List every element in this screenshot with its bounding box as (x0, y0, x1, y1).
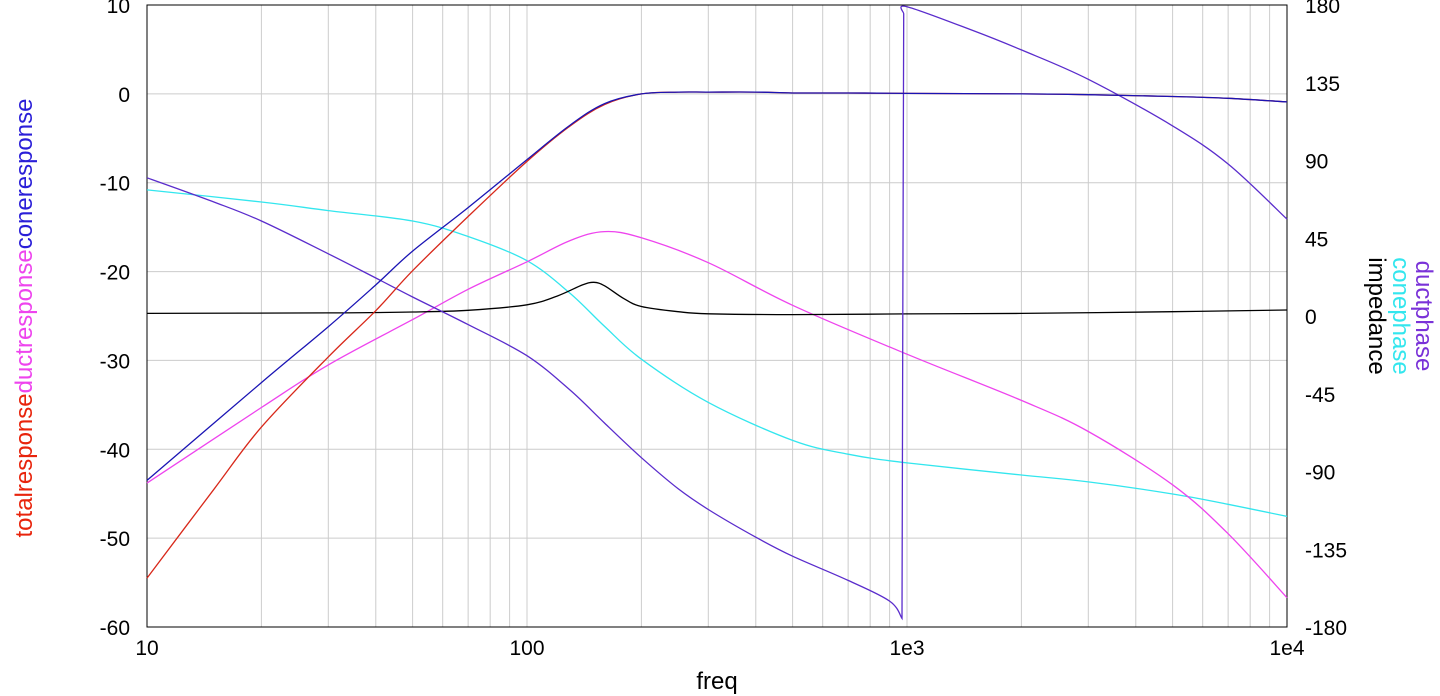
left-axis-title: totalresponseductresponseconeresponse (11, 99, 38, 538)
plot-frame (146, 4, 1288, 628)
right-tick-label: -135 (1305, 539, 1347, 562)
legend-impedance: impedance (1363, 257, 1390, 374)
legend-ductresponse: ductresponse (11, 249, 38, 393)
right-tick-label: -180 (1305, 617, 1347, 640)
legend-conephase: conephase (1387, 257, 1414, 374)
left-tick-label: -50 (100, 528, 130, 551)
left-tick-label: -40 (100, 439, 130, 462)
left-tick-label: -30 (100, 350, 130, 373)
grid (146, 4, 1287, 628)
x-tick-label: 100 (509, 637, 544, 660)
x-tick-label: 1e4 (1269, 637, 1304, 660)
right-tick-label: 45 (1305, 228, 1328, 251)
tick-labels: 10 100 1e3 1e4100-10-20-30-40-50-6018013590… (100, 0, 1347, 660)
right-axis-title: ductphase conephase impedance (1363, 257, 1437, 374)
right-tick-label: 135 (1305, 73, 1340, 96)
legend-coneresponse: coneresponse (11, 99, 38, 250)
left-tick-label: 0 (118, 84, 130, 107)
series-conephase-line (146, 189, 1288, 518)
legend-ductphase: ductphase (1410, 261, 1437, 372)
series-impedance-line (146, 281, 1288, 316)
x-tick-label: 1e3 (889, 637, 924, 660)
right-tick-label: -45 (1305, 384, 1335, 407)
right-tick-label: 90 (1305, 151, 1328, 174)
left-tick-label: -20 (100, 262, 130, 285)
series-ductresponse-line (146, 230, 1288, 599)
x-tick-label: 10 (135, 637, 158, 660)
left-tick-label: -10 (100, 173, 130, 196)
right-tick-label: -90 (1305, 462, 1335, 485)
series-ductphase-line (146, 5, 1288, 621)
right-tick-label: 180 (1305, 0, 1340, 18)
left-tick-label: -60 (100, 617, 130, 640)
right-tick-label: 0 (1305, 306, 1317, 329)
legend-totalresponse: totalresponse (11, 393, 38, 537)
series-layer (146, 5, 1288, 621)
x-axis-title: freq (696, 668, 737, 695)
left-tick-label: 10 (107, 0, 130, 18)
series-coneresponse-line (146, 91, 1288, 481)
